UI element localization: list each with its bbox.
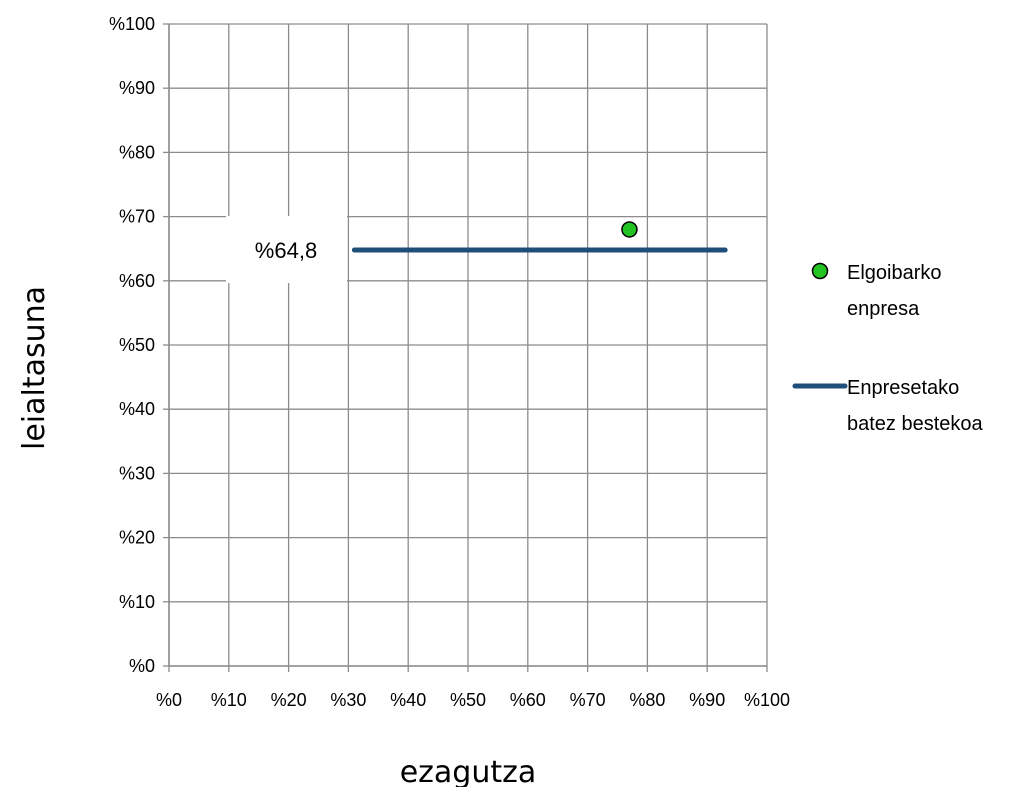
x-axis-title: ezagutza [400,755,537,787]
x-tick-label: %90 [689,690,725,710]
annotation-label: %64,8 [255,238,317,263]
y-tick-label: %80 [119,142,155,162]
y-tick-label: %10 [119,592,155,612]
legend-marker-point [811,262,829,280]
y-tick-label: %50 [119,335,155,355]
x-tick-label: %70 [570,690,606,710]
y-tick-label: %100 [109,14,155,34]
legend-label: Enpresetako [847,377,959,399]
y-tick-label: %70 [119,207,155,227]
annotation-box [226,216,347,283]
x-tick-label: %100 [744,690,790,710]
x-tick-label: %60 [510,690,546,710]
x-tick-label: %0 [156,690,182,710]
x-tick-label: %30 [330,690,366,710]
legend-label: batez bestekoa [847,413,984,435]
legend-label: Elgoibarko [847,262,942,284]
legend-label: enpresa [847,298,920,320]
y-tick-label: %20 [119,528,155,548]
x-tick-label: %40 [390,690,426,710]
y-axis-title: leialtasuna [17,286,52,450]
data-point [621,221,638,238]
y-tick-label: %90 [119,78,155,98]
y-tick-label: %30 [119,463,155,483]
y-tick-label: %60 [119,271,155,291]
x-tick-label: %10 [211,690,247,710]
x-tick-label: %80 [629,690,665,710]
x-tick-label: %20 [271,690,307,710]
x-tick-label: %50 [450,690,486,710]
y-tick-label: %40 [119,399,155,419]
y-tick-label: %0 [129,656,155,676]
